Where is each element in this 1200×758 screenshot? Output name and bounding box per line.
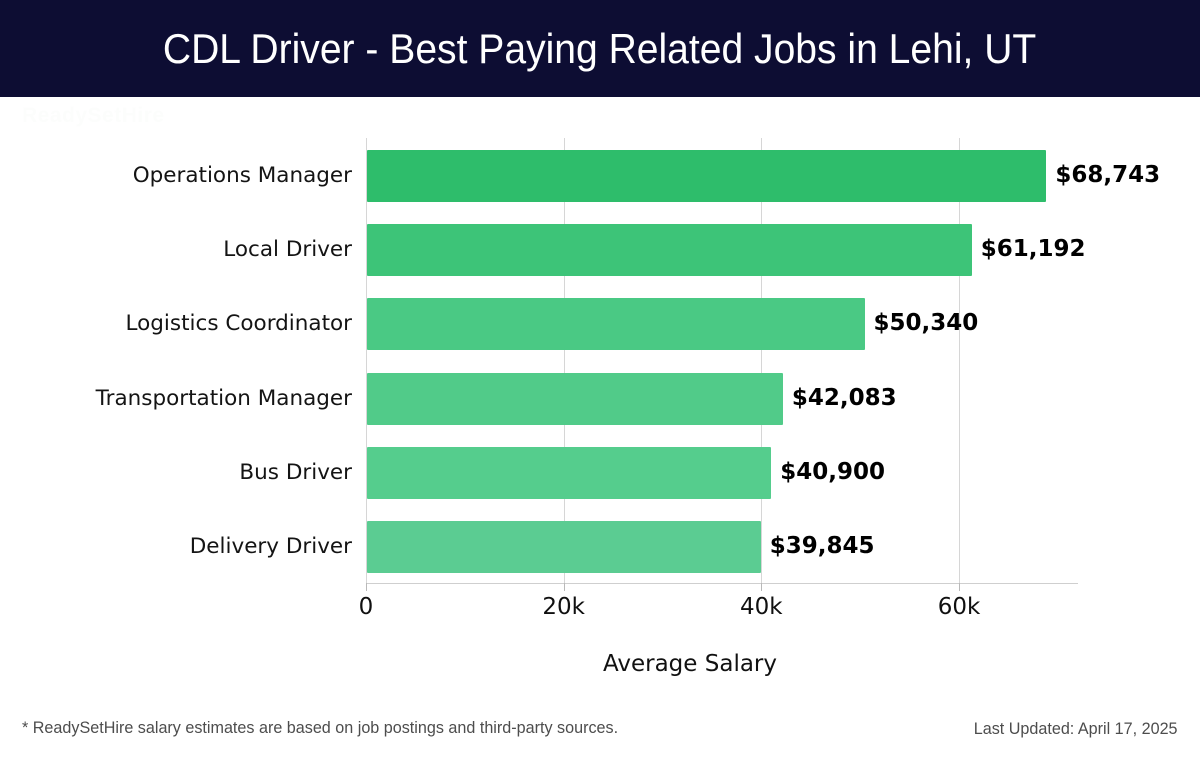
category-label: Logistics Coordinator [125,311,352,337]
x-axis-title: Average Salary [0,651,1200,677]
bar-bus-driver[interactable] [367,446,772,499]
category-label: Operations Manager [132,163,352,189]
x-tick-mark [366,583,367,591]
x-tick-label: 60k [937,594,981,620]
gridline [563,138,565,583]
gridline [959,138,960,583]
value-label: $40,900 [780,458,885,485]
x-axis-baseline [366,583,1078,584]
page-title: CDL Driver - Best Paying Related Jobs in… [163,24,1037,72]
value-label: $39,845 [769,532,875,559]
y-axis-spine [366,138,367,583]
category-label: Transportation Manager [95,385,352,411]
gridline [761,138,763,583]
value-label: $68,743 [1055,162,1161,189]
bar-delivery-driver[interactable] [367,520,761,573]
bar-operations-manager[interactable] [367,150,1047,203]
x-tick-label: 40k [740,594,783,620]
value-label: $61,192 [980,236,1086,263]
category-label: Delivery Driver [189,533,352,559]
x-tick-mark [959,583,960,591]
chart-header: CDL Driver - Best Paying Related Jobs in… [0,0,1200,97]
category-label: Bus Driver [239,459,352,485]
x-tick-mark [761,583,763,591]
x-axis-title-text: Average Salary [602,651,777,677]
x-tick-label: 0 [358,594,374,620]
bar-transportation-manager[interactable] [367,372,783,425]
bar-local-driver[interactable] [367,224,972,277]
x-tick-label: 20k [542,594,585,620]
bar-logistics-coordinator[interactable] [367,298,865,351]
value-label: $50,340 [873,310,979,337]
footer-last-updated: Last Updated: April 17, 2025 [974,719,1178,738]
category-label: Local Driver [223,237,352,263]
plot-area [366,138,1078,584]
value-label: $42,083 [791,384,897,411]
footer-disclaimer: * ReadySetHire salary estimates are base… [22,718,619,737]
x-tick-mark [563,583,565,591]
brand-watermark: ReadySetHire [22,104,165,127]
